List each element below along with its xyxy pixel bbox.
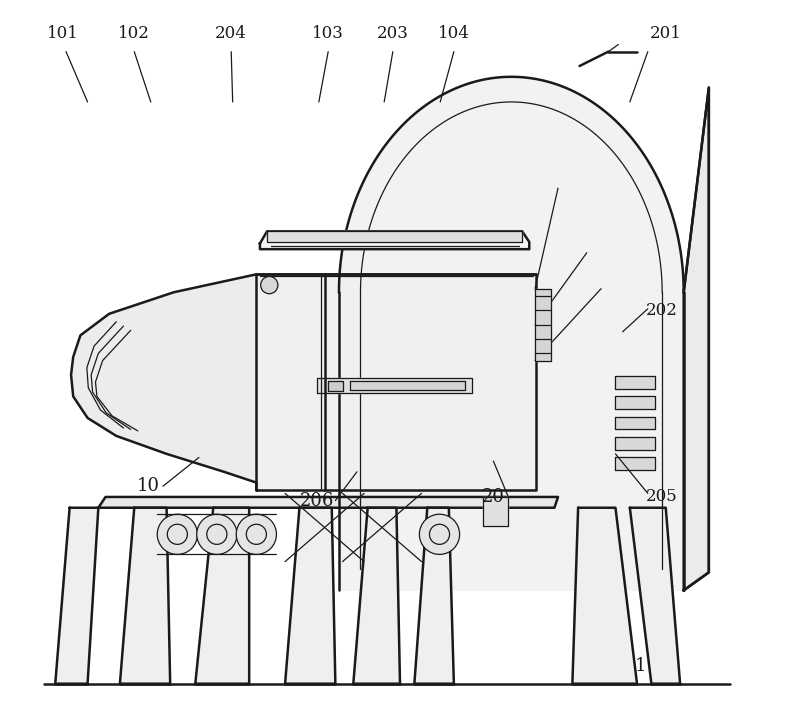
Polygon shape [318,379,472,393]
Text: 201: 201 [650,25,682,43]
Polygon shape [350,381,465,390]
Polygon shape [482,497,508,526]
Circle shape [419,514,460,554]
Polygon shape [615,397,655,410]
Polygon shape [260,231,530,249]
Text: 202: 202 [646,301,678,319]
Polygon shape [615,417,655,430]
Polygon shape [615,376,655,389]
Polygon shape [98,497,558,508]
Polygon shape [71,274,256,490]
Polygon shape [414,508,454,684]
Polygon shape [328,381,342,391]
Circle shape [261,276,278,293]
Circle shape [236,514,277,554]
Polygon shape [630,508,680,684]
Polygon shape [256,274,537,490]
Polygon shape [684,87,709,590]
Polygon shape [572,508,637,684]
Polygon shape [195,508,249,684]
Polygon shape [339,77,684,590]
Text: 101: 101 [46,25,78,43]
Polygon shape [535,288,551,360]
Text: 10: 10 [137,477,160,495]
Text: 203: 203 [377,25,409,43]
Text: 104: 104 [438,25,470,43]
Text: 102: 102 [118,25,150,43]
Polygon shape [615,456,655,469]
Circle shape [158,514,198,554]
Text: 204: 204 [215,25,247,43]
Text: 1: 1 [635,657,646,675]
Circle shape [197,514,237,554]
Polygon shape [615,437,655,450]
Text: 20: 20 [482,488,505,506]
Text: 103: 103 [312,25,344,43]
Text: 206: 206 [300,492,334,510]
Polygon shape [55,508,98,684]
Polygon shape [354,508,400,684]
Text: 205: 205 [646,488,678,505]
Polygon shape [285,508,335,684]
Polygon shape [120,508,170,684]
Polygon shape [267,231,522,242]
